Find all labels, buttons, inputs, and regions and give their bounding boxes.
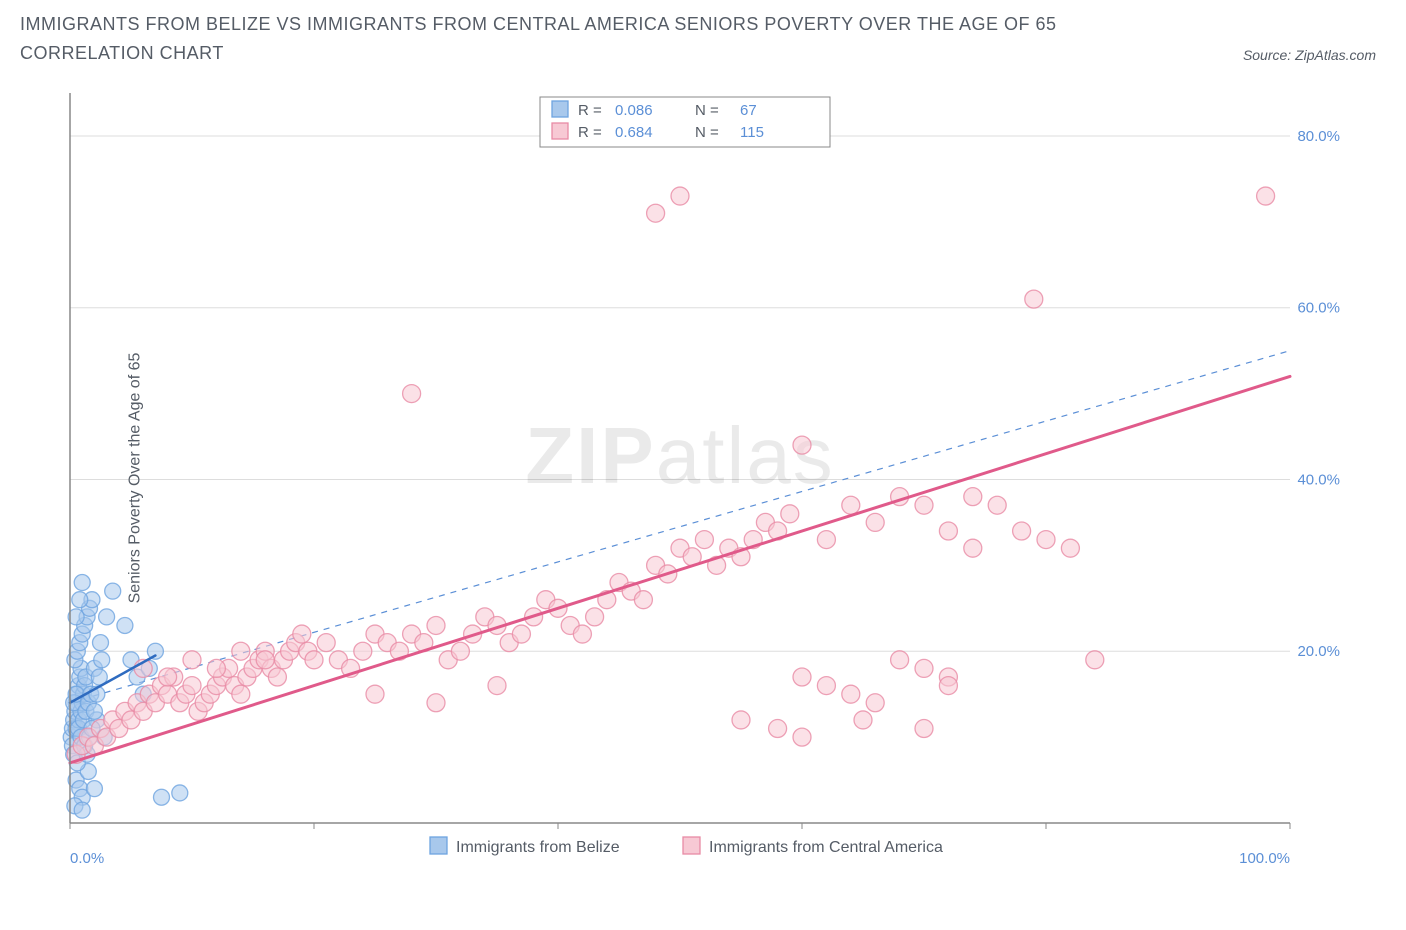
x-tick-label: 100.0% xyxy=(1239,850,1290,867)
legend-top-text: 115 xyxy=(740,124,764,141)
legend-bottom-label: Immigrants from Central America xyxy=(709,839,943,856)
x-tick-label: 0.0% xyxy=(70,850,104,867)
legend-bottom-label: Immigrants from Belize xyxy=(456,839,620,856)
y-tick-label: 20.0% xyxy=(1297,643,1340,660)
y-axis-label: Seniors Poverty Over the Age of 65 xyxy=(126,352,144,603)
legend-top-text: 0.684 xyxy=(615,124,653,141)
scatter-plot: 20.0% 40.0% 60.0% 80.0% ZIPatlas 0.0% 100.0% R … xyxy=(20,83,1340,873)
legend-top-text: 0.086 xyxy=(615,102,653,119)
legend-top-text: R = xyxy=(578,102,602,119)
watermark: ZIPatlas xyxy=(525,411,834,500)
legend-top-text: N = xyxy=(695,102,719,119)
y-tick-label: 60.0% xyxy=(1297,299,1340,316)
legend-top-text: R = xyxy=(578,124,602,141)
y-tick-label: 80.0% xyxy=(1297,128,1340,145)
y-tick-label: 40.0% xyxy=(1297,471,1340,488)
legend-top-text: 67 xyxy=(740,102,757,119)
chart-title: IMMIGRANTS FROM BELIZE VS IMMIGRANTS FRO… xyxy=(20,10,1120,68)
legend-top-text: N = xyxy=(695,124,719,141)
source-label: Source: ZipAtlas.com xyxy=(1243,47,1386,68)
